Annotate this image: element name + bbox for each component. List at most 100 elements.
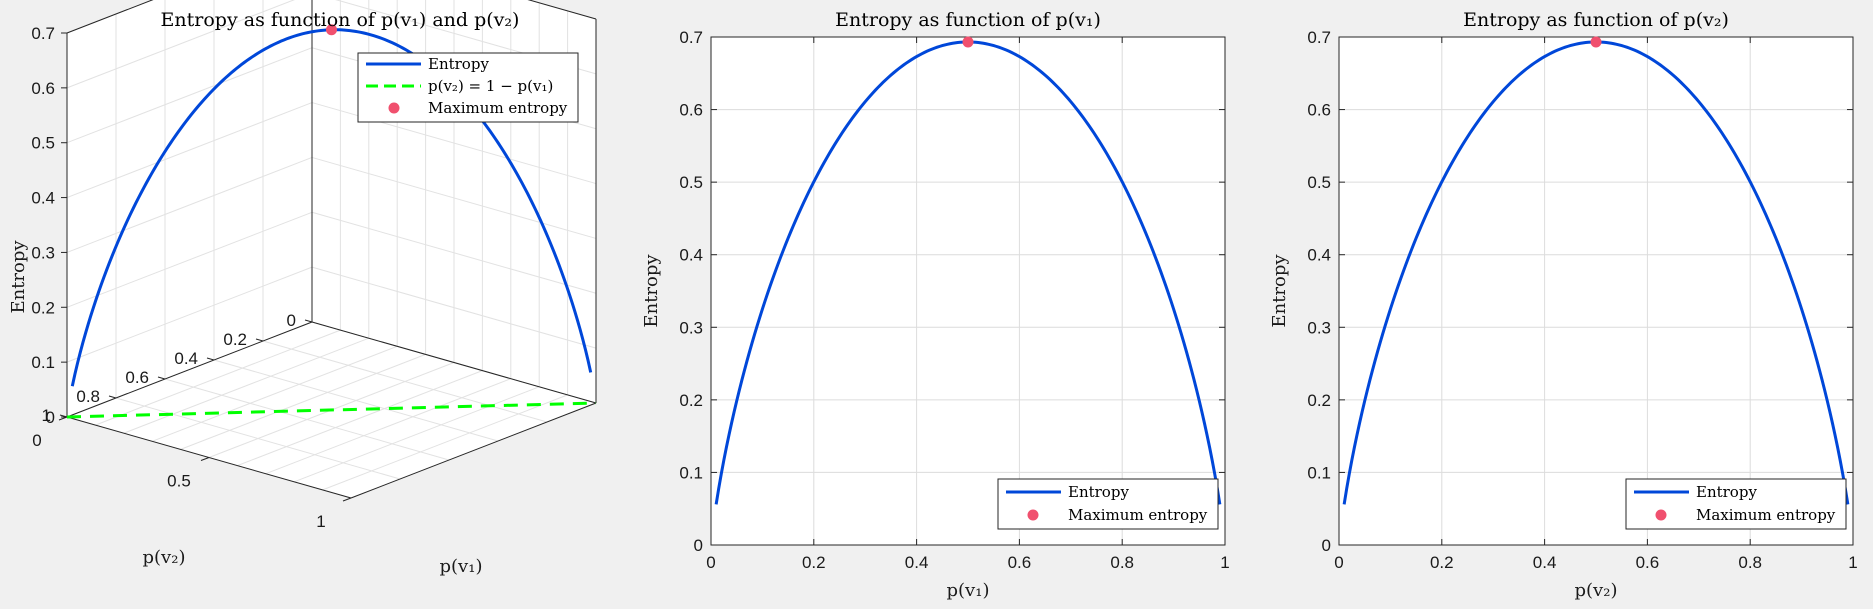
z-tick-label: 0.7 <box>31 24 55 43</box>
wall-gridline-z <box>311 211 597 294</box>
y-tick-label: 0.5 <box>679 173 703 192</box>
floor-gridline-x <box>265 378 511 475</box>
x-tick-label: 0 <box>32 431 41 450</box>
y-tick-label: 0.7 <box>679 28 703 47</box>
x-axis-label: p(v₁) <box>440 556 483 577</box>
y-tick-label: 0.4 <box>679 246 703 265</box>
y-tick-label: 0.4 <box>1307 246 1331 265</box>
z-tick-label: 0.4 <box>31 189 55 208</box>
box-edge <box>66 0 154 34</box>
y-axis-label: Entropy <box>641 254 662 328</box>
floor-gridline-x <box>152 345 398 442</box>
y-tick-label: 0.2 <box>1307 391 1331 410</box>
x-tick-label: 0.2 <box>802 553 826 572</box>
y-tick-mark <box>304 319 313 323</box>
legend-box <box>1625 478 1847 530</box>
floor-gridline-y <box>213 359 499 442</box>
legend-label-entropy: Entropy <box>1696 483 1757 501</box>
x-tick-label: 0 <box>1334 553 1343 572</box>
floor-gridline-y <box>262 340 548 423</box>
plot-area <box>711 37 1225 545</box>
legend-swatch-max <box>1655 509 1667 521</box>
x-tick-label: 0.8 <box>1738 553 1762 572</box>
x-tick-label: 0.4 <box>1533 553 1557 572</box>
y-tick-mark <box>59 414 68 418</box>
wall-gridline-z <box>66 0 295 89</box>
legend-label-constraint: p(v₂) = 1 − p(v₁) <box>428 77 553 95</box>
wall-gridline-z <box>311 156 597 239</box>
y-tick-label: 0.2 <box>679 391 703 410</box>
constraint-line <box>66 401 597 419</box>
y-tick-label: 0.3 <box>679 318 703 337</box>
legend: Entropy Maximum entropy <box>997 478 1219 530</box>
wall-gridline-z <box>66 211 313 308</box>
legend-label-entropy: Entropy <box>1068 483 1129 501</box>
legend: Entropy p(v₂) = 1 − p(v₁) Maximum entropy <box>357 52 579 123</box>
floor-gridline-x <box>237 370 483 467</box>
y-tick-label: 0.8 <box>76 387 100 406</box>
x-tick-label: 1 <box>1220 553 1229 572</box>
chart-title: Entropy as function of p(v₂) <box>1463 9 1729 31</box>
legend-swatch-max <box>388 102 400 114</box>
legend-label-max: Maximum entropy <box>1068 506 1208 524</box>
legend-label-max: Maximum entropy <box>1696 506 1836 524</box>
x-tick-label: 0.6 <box>1636 553 1660 572</box>
chart-title: Entropy as function of p(v₁) and p(v₂) <box>161 9 520 31</box>
y-tick-mark <box>255 338 264 342</box>
legend-swatch-max <box>1027 509 1039 521</box>
z-tick-label: 0.3 <box>31 243 55 262</box>
y-tick-label: 0.2 <box>223 330 247 349</box>
x-axis-label: p(v₂) <box>1575 580 1618 601</box>
x-tick-mark <box>342 497 352 502</box>
legend-label-max: Maximum entropy <box>428 99 568 117</box>
x-tick-mark <box>200 457 210 461</box>
chart-panel-3: 0 0.2 0.4 0.6 0.8 1 0 0.1 0.2 0.3 0.4 0.5 0.6 0.7 Entr… <box>1269 9 1858 601</box>
legend-box <box>997 478 1219 530</box>
box-edge <box>66 321 313 418</box>
x-tick-label: 1 <box>316 512 325 531</box>
y-tick-label: 0.7 <box>1307 28 1331 47</box>
y-tick-label: 0.4 <box>174 349 198 368</box>
x-axis-label: p(v₁) <box>947 580 990 601</box>
max-entropy-point <box>962 36 974 48</box>
x-tick-label: 0 <box>706 553 715 572</box>
floor-gridline-y <box>115 397 401 480</box>
y-tick-label: 0 <box>694 536 703 555</box>
y-axis-label: Entropy <box>1269 254 1290 328</box>
floor-gridline-x <box>123 337 369 434</box>
y-tick-label: 1 <box>42 406 51 425</box>
plot-area <box>1339 37 1853 545</box>
chart-panel-1: 00.10.20.30.40.50.60.700.5100.20.40.60.8… <box>8 0 597 577</box>
chart-title: Entropy as function of p(v₁) <box>835 9 1101 31</box>
x-tick-label: 1 <box>1848 553 1857 572</box>
wall-gridline-z <box>66 266 313 363</box>
y-tick-mark <box>157 376 166 380</box>
floor-gridline-x <box>294 386 540 483</box>
x-tick-mark <box>58 416 68 421</box>
wall-gridline-z <box>66 102 313 199</box>
floor-gridline-x <box>95 329 341 426</box>
floor-gridline-x <box>322 394 568 491</box>
max-entropy-point <box>1590 36 1602 48</box>
z-tick-label: 0.1 <box>31 353 55 372</box>
z-tick-label: 0.2 <box>31 298 55 317</box>
y-tick-label: 0 <box>1322 536 1331 555</box>
wall-gridline-z <box>66 47 313 144</box>
y-tick-mark <box>206 357 215 361</box>
y-tick-label: 0.1 <box>679 463 703 482</box>
z-tick-label: 0 <box>46 408 55 427</box>
wall-gridline-z <box>311 266 597 349</box>
y-tick-label: 0.5 <box>1307 173 1331 192</box>
z-tick-label: 0.5 <box>31 134 55 153</box>
box-edge <box>311 321 597 404</box>
y-tick-label: 0.3 <box>1307 318 1331 337</box>
y-tick-label: 0.6 <box>1307 101 1331 120</box>
y-tick-label: 0 <box>287 311 296 330</box>
x-tick-label: 0.2 <box>1430 553 1454 572</box>
back-wall-y <box>67 0 312 417</box>
chart-panel-2: 0 0.2 0.4 0.6 0.8 1 0 0.1 0.2 0.3 0.4 0.5 0.6 0.7 Entr… <box>641 9 1230 601</box>
y-tick-mark <box>108 395 117 399</box>
x-tick-label: 0.6 <box>1008 553 1032 572</box>
